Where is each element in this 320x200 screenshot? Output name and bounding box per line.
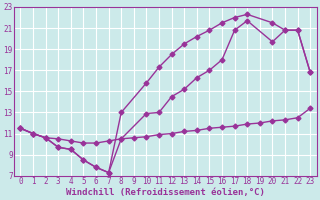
X-axis label: Windchill (Refroidissement éolien,°C): Windchill (Refroidissement éolien,°C) xyxy=(66,188,265,197)
